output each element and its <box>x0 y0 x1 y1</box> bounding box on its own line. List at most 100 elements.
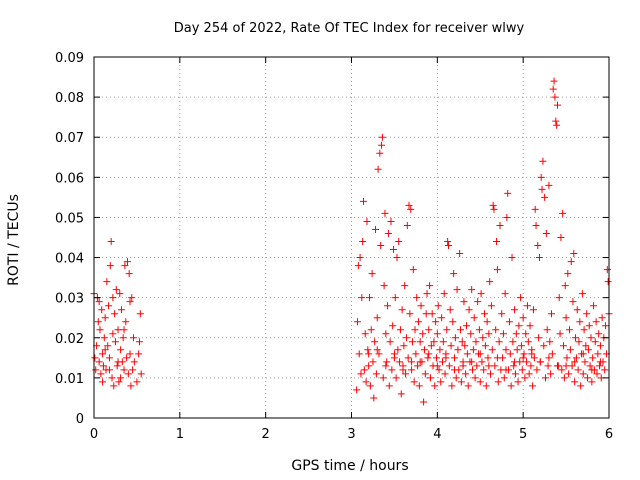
data-point <box>498 310 506 318</box>
data-point <box>541 374 549 382</box>
data-point <box>117 306 125 314</box>
data-point <box>527 362 535 370</box>
y-tick-label: 0.09 <box>55 51 84 66</box>
data-point <box>504 189 512 197</box>
data-point <box>537 173 545 181</box>
data-point <box>491 362 499 370</box>
data-point <box>355 350 363 358</box>
data-point <box>372 370 380 378</box>
data-point <box>96 326 104 334</box>
data-point <box>99 362 107 370</box>
data-point <box>439 338 447 346</box>
data-point <box>371 338 379 346</box>
data-point <box>481 310 489 318</box>
data-point <box>356 254 364 262</box>
data-point <box>383 358 391 366</box>
data-point <box>572 334 580 342</box>
data-point <box>549 85 557 93</box>
data-point <box>602 322 610 330</box>
data-point <box>416 358 424 366</box>
data-point <box>452 374 460 382</box>
data-point <box>586 362 594 370</box>
data-point <box>433 330 441 338</box>
data-point <box>500 374 508 382</box>
data-point <box>528 350 536 358</box>
data-point <box>95 298 103 306</box>
data-point <box>572 354 580 362</box>
data-point <box>490 205 498 213</box>
y-tick-label: 0.02 <box>55 332 84 347</box>
data-point <box>446 306 454 314</box>
data-point <box>533 366 541 374</box>
data-point <box>530 354 538 362</box>
data-point <box>111 310 119 318</box>
data-point <box>444 238 452 246</box>
data-point <box>495 338 503 346</box>
data-point <box>388 366 396 374</box>
data-point <box>442 354 450 362</box>
data-point <box>463 350 471 358</box>
data-point <box>135 338 143 346</box>
data-point <box>101 314 109 322</box>
data-point <box>431 382 439 390</box>
data-point <box>404 354 412 362</box>
data-point <box>120 366 128 374</box>
data-point <box>410 378 418 386</box>
data-point <box>475 326 483 334</box>
data-point <box>584 374 592 382</box>
data-point <box>509 338 517 346</box>
data-point <box>474 298 482 306</box>
data-point <box>373 346 381 354</box>
data-point <box>579 370 587 378</box>
data-point <box>103 278 111 286</box>
data-point <box>133 378 141 386</box>
data-point <box>411 326 419 334</box>
data-point <box>436 346 444 354</box>
data-point <box>360 366 368 374</box>
data-point <box>560 342 568 350</box>
data-point <box>125 270 133 278</box>
data-point <box>120 326 128 334</box>
data-point <box>426 374 434 382</box>
data-point <box>135 350 143 358</box>
data-point <box>121 262 129 270</box>
data-point <box>564 270 572 278</box>
data-point <box>361 330 369 338</box>
tick-labels: 0 1 2 3 4 5 6 0 0.01 0.02 0.03 0.04 0.05 0.06 0.07 0.08… <box>55 51 613 442</box>
data-point <box>427 342 435 350</box>
data-point <box>377 242 385 250</box>
data-point <box>378 133 386 141</box>
data-point <box>529 306 537 314</box>
data-point <box>430 338 438 346</box>
data-point <box>381 209 389 217</box>
data-point <box>526 322 534 330</box>
data-point <box>485 330 493 338</box>
data-point <box>421 370 429 378</box>
data-point <box>544 362 552 370</box>
data-point <box>432 318 440 326</box>
data-point <box>423 290 431 298</box>
data-point <box>451 354 458 362</box>
data-point <box>481 342 489 350</box>
data-point <box>435 366 443 374</box>
data-point <box>534 242 542 250</box>
data-point <box>368 270 376 278</box>
data-point <box>555 294 563 302</box>
data-point <box>473 362 481 370</box>
data-point <box>384 229 392 237</box>
data-point <box>105 366 113 374</box>
data-point <box>440 290 448 298</box>
data-point <box>100 334 108 342</box>
data-point <box>415 382 423 390</box>
data-point <box>561 282 569 290</box>
data-point <box>367 326 375 334</box>
data-point <box>541 193 549 201</box>
data-point <box>105 302 113 310</box>
data-point <box>360 197 368 205</box>
data-point <box>556 330 564 338</box>
axis-ticks <box>93 56 610 419</box>
data-point <box>400 342 408 350</box>
data-point <box>370 394 378 402</box>
data-point <box>536 358 544 366</box>
data-point <box>408 358 416 366</box>
